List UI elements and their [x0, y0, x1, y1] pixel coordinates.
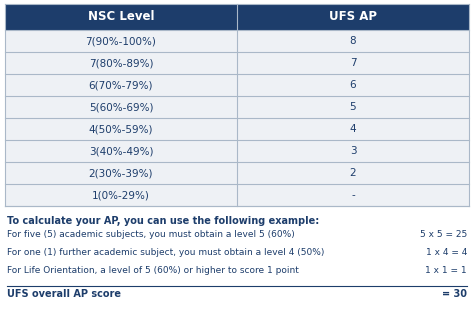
Text: To calculate your AP, you can use the following example:: To calculate your AP, you can use the fo… [7, 216, 319, 226]
Bar [5, 140, 237, 162]
Text: 5(60%-69%): 5(60%-69%) [89, 102, 153, 112]
Bar [5, 52, 237, 74]
Text: 5: 5 [350, 102, 356, 112]
Text: 4: 4 [350, 124, 356, 134]
Text: UFS overall AP score: UFS overall AP score [7, 289, 121, 299]
Text: 1 x 4 = 4: 1 x 4 = 4 [426, 248, 467, 257]
Text: 1 x 1 = 1: 1 x 1 = 1 [425, 266, 467, 275]
Bar [5, 162, 237, 184]
Bar [237, 74, 469, 96]
Bar [5, 30, 237, 52]
Text: 6: 6 [350, 80, 356, 90]
Text: For five (5) academic subjects, you must obtain a level 5 (60%): For five (5) academic subjects, you must… [7, 230, 295, 239]
Text: -: - [351, 190, 355, 200]
Text: 2: 2 [350, 168, 356, 178]
Bar [237, 118, 469, 140]
Text: 7: 7 [350, 58, 356, 68]
Text: 2(30%-39%): 2(30%-39%) [89, 168, 153, 178]
Text: 6(70%-79%): 6(70%-79%) [89, 80, 153, 90]
Bar [237, 140, 469, 162]
Bar [237, 96, 469, 118]
Bar [5, 74, 237, 96]
Bar [5, 96, 237, 118]
Text: NSC Level: NSC Level [88, 10, 154, 24]
Text: 1(0%-29%): 1(0%-29%) [92, 190, 150, 200]
Text: 8: 8 [350, 36, 356, 46]
Bar [237, 30, 469, 52]
Text: For one (1) further academic subject, you must obtain a level 4 (50%): For one (1) further academic subject, yo… [7, 248, 324, 257]
Text: 7(80%-89%): 7(80%-89%) [89, 58, 153, 68]
Bar [5, 118, 237, 140]
Bar [5, 4, 469, 30]
Bar [237, 162, 469, 184]
Text: 5 x 5 = 25: 5 x 5 = 25 [420, 230, 467, 239]
Bar [237, 184, 469, 206]
Text: 7(90%-100%): 7(90%-100%) [86, 36, 156, 46]
Text: 3(40%-49%): 3(40%-49%) [89, 146, 153, 156]
Text: UFS AP: UFS AP [329, 10, 377, 24]
Text: For Life Orientation, a level of 5 (60%) or higher to score 1 point: For Life Orientation, a level of 5 (60%)… [7, 266, 299, 275]
Bar [237, 52, 469, 74]
Text: = 30: = 30 [442, 289, 467, 299]
Bar [5, 184, 237, 206]
Text: 3: 3 [350, 146, 356, 156]
Text: 4(50%-59%): 4(50%-59%) [89, 124, 153, 134]
